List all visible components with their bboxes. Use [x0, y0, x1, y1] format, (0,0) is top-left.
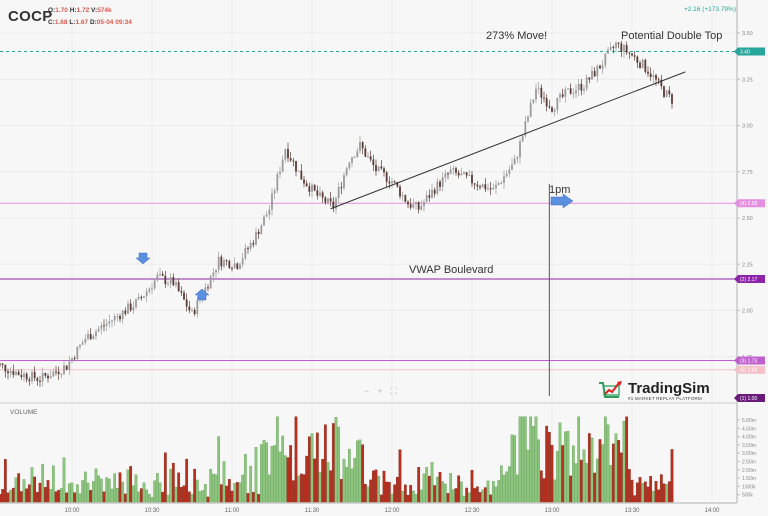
svg-text:3.00: 3.00: [742, 124, 753, 130]
annotation-double-top[interactable]: Potential Double Top: [621, 30, 723, 42]
logo-cart-icon: [599, 381, 622, 398]
svg-text:(5) 1.68: (5) 1.68: [740, 368, 757, 374]
price-change: +2.16 (+173.79%): [683, 6, 736, 13]
svg-text:12:00: 12:00: [384, 508, 400, 514]
candlesticks: [0, 40, 673, 388]
arrow-up-icon[interactable]: [194, 288, 210, 301]
svg-text:2.00: 2.00: [742, 309, 753, 315]
trendline[interactable]: [330, 71, 686, 210]
svg-text:2.75: 2.75: [742, 170, 753, 176]
logo-tagline: #1 MARKET REPLAY PLATFORM: [628, 396, 702, 401]
svg-text:3.40: 3.40: [740, 50, 750, 56]
symbol-title: COCP: [8, 8, 53, 25]
svg-text:500k: 500k: [742, 493, 753, 499]
svg-text:14:00: 14:00: [704, 508, 720, 514]
zoom-controls: − + ⛶: [364, 386, 397, 397]
svg-text:13:00: 13:00: [544, 508, 560, 514]
svg-text:3.50m: 3.50m: [742, 443, 756, 449]
drawings[interactable]: [135, 71, 686, 396]
fit-button[interactable]: ⛶: [390, 386, 397, 396]
svg-text:2.00m: 2.00m: [742, 468, 756, 474]
volume-pane-label: VOLUME: [10, 409, 38, 416]
svg-text:(1) 1.00: (1) 1.00: [740, 396, 757, 402]
close-value: 1.68: [54, 19, 68, 26]
svg-text:10:30: 10:30: [144, 508, 160, 514]
svg-text:4.50m: 4.50m: [742, 426, 756, 432]
svg-text:(3) 1.73: (3) 1.73: [740, 358, 757, 364]
zoom-out-button[interactable]: −: [364, 386, 370, 396]
svg-text:11:00: 11:00: [225, 508, 240, 514]
svg-text:3.25: 3.25: [742, 77, 753, 83]
svg-text:11:30: 11:30: [305, 508, 320, 514]
svg-text:(4) 2.58: (4) 2.58: [740, 201, 757, 207]
svg-text:2.50m: 2.50m: [742, 460, 756, 466]
svg-text:2.50: 2.50: [742, 216, 753, 222]
svg-text:12:30: 12:30: [464, 508, 480, 514]
horizontal-levels: [0, 51, 737, 371]
annotation-vwap[interactable]: VWAP Boulevard: [409, 264, 494, 276]
volume-value: 574k: [97, 7, 112, 14]
arrow-right-icon[interactable]: [550, 193, 574, 209]
ohlc-row-2: C:1.68 L:1.67 D:05-04 09:34: [48, 19, 132, 26]
high-value: 1.72: [76, 7, 90, 14]
svg-text:10:00: 10:00: [64, 508, 80, 514]
svg-text:2.25: 2.25: [742, 262, 753, 268]
zoom-in-button[interactable]: +: [377, 386, 383, 396]
arrow-down-icon[interactable]: [135, 252, 151, 265]
svg-text:5.00m: 5.00m: [742, 418, 756, 424]
annotation-1pm[interactable]: 1pm: [549, 184, 571, 196]
volume-bars: [0, 416, 674, 504]
low-value: 1.67: [75, 19, 89, 26]
svg-text:3.50: 3.50: [742, 31, 753, 37]
date-value: 05-04 09:34: [96, 19, 132, 26]
logo-name: TradingSim: [628, 380, 710, 397]
svg-text:3.00m: 3.00m: [742, 451, 756, 457]
svg-text:4.00m: 4.00m: [742, 435, 756, 441]
svg-text:(2) 2.17: (2) 2.17: [740, 277, 757, 283]
svg-text:1.50m: 1.50m: [742, 476, 756, 482]
annotation-move[interactable]: 273% Move!: [486, 30, 548, 42]
svg-text:1000k: 1000k: [742, 484, 756, 490]
tradingsim-logo: TradingSim #1 MARKET REPLAY PLATFORM: [598, 380, 710, 402]
svg-text:13:30: 13:30: [624, 508, 640, 514]
ohlc-row-1: O:1.70 H:1.72 V:574k: [48, 7, 112, 14]
open-value: 1.70: [55, 7, 68, 14]
